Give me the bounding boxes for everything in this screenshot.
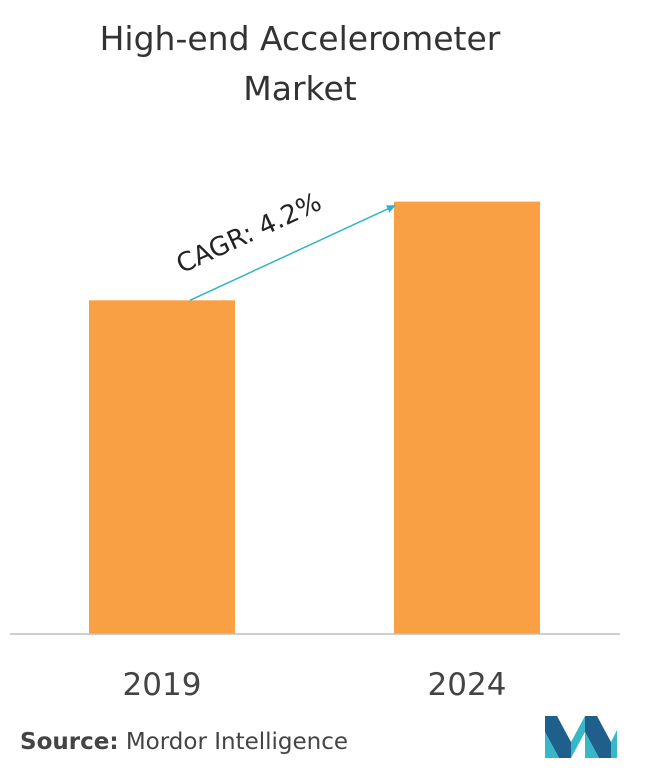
x-tick-label-2024: 2024 — [428, 667, 507, 703]
cagr-arrow — [189, 204, 396, 301]
chart-title: High-end Accelerometer Market — [40, 14, 560, 114]
source-text: Mordor Intelligence — [125, 729, 349, 755]
bar-2019 — [89, 300, 235, 634]
source-note: Source: Mordor Intelligence — [20, 729, 348, 755]
mordor-intelligence-logo-icon — [545, 716, 617, 758]
bar-2024 — [394, 201, 540, 634]
x-tick-label-2019: 2019 — [123, 667, 202, 703]
source-label: Source: — [20, 729, 119, 755]
chart-title-line-2: Market — [243, 69, 357, 108]
cagr-annotation: CAGR: 4.2% — [172, 187, 326, 280]
chart-title-line-1: High-end Accelerometer — [99, 19, 501, 58]
